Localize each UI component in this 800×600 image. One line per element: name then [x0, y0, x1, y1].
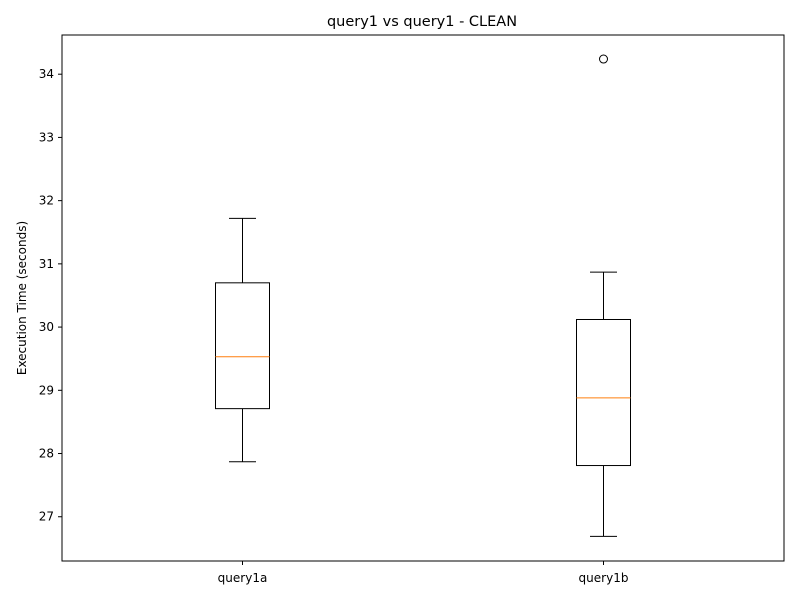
- y-axis-label: Execution Time (seconds): [15, 221, 29, 375]
- box-series: [215, 54, 631, 537]
- y-tick-label: 27: [39, 510, 54, 524]
- box-query1a: [215, 217, 270, 463]
- iqr-box: [576, 318, 631, 467]
- plot-area-frame: [61, 34, 785, 562]
- y-tick-label: 32: [39, 194, 54, 208]
- box-query1b: [576, 54, 631, 537]
- outlier-point: [599, 54, 608, 64]
- y-tick-label: 28: [39, 447, 54, 461]
- iqr-box: [215, 282, 270, 410]
- x-tick-label: query1a: [218, 571, 268, 585]
- y-tick-label: 31: [39, 257, 54, 271]
- y-tick-label: 33: [39, 130, 54, 144]
- chart-title: query1 vs query1 - CLEAN: [327, 14, 517, 30]
- y-tick-label: 30: [39, 320, 54, 334]
- y-tick-label: 29: [39, 383, 54, 397]
- x-tick-label: query1b: [579, 571, 629, 585]
- y-axis-ticks: 27 28 29 30 31 32 33 34: [39, 67, 62, 524]
- y-tick-label: 34: [39, 67, 54, 81]
- x-axis-ticks: query1a query1b: [218, 561, 629, 585]
